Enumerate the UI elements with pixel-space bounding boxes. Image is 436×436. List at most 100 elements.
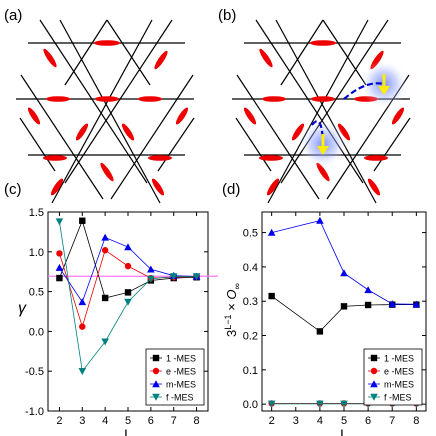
data-point bbox=[370, 380, 378, 388]
dimer bbox=[310, 40, 336, 46]
panel-label-d: (d) bbox=[222, 181, 240, 198]
chart-gamma-vs-L: 2 3 4 5 6 7 8 -1.0 -0.5 0.0 0.5 1.0 1.5 L 1 -MES e -MES… bbox=[18, 207, 218, 436]
data-point bbox=[101, 338, 109, 346]
data-point bbox=[388, 300, 397, 308]
dimer bbox=[95, 96, 119, 102]
x-tick-label: 3 bbox=[79, 415, 85, 427]
data-point bbox=[101, 294, 109, 302]
lattice-bond bbox=[157, 117, 195, 172]
string-path bbox=[311, 120, 325, 145]
data-point bbox=[370, 393, 378, 401]
legend-label: e -MES bbox=[166, 367, 196, 377]
dimer bbox=[175, 107, 189, 125]
y-tick-label: 0.4 bbox=[243, 262, 258, 274]
dimer bbox=[367, 178, 381, 196]
dimer bbox=[337, 123, 351, 141]
data-point bbox=[340, 269, 348, 277]
panel-label-a: (a) bbox=[4, 7, 22, 24]
y-tick-label: 0.5 bbox=[29, 287, 44, 299]
lattice-bond bbox=[255, 19, 364, 184]
data-point bbox=[147, 275, 155, 283]
y-tick-label: 1.5 bbox=[29, 207, 44, 219]
legend-label: 1 -MES bbox=[166, 354, 196, 364]
data-point bbox=[78, 368, 87, 375]
data-point bbox=[316, 328, 324, 335]
arrow-icon bbox=[378, 86, 390, 95]
data-point bbox=[79, 323, 86, 330]
data-point bbox=[364, 286, 372, 294]
data-point bbox=[340, 303, 348, 310]
lattice-bond bbox=[51, 19, 153, 204]
x-tick-label: 7 bbox=[171, 415, 177, 427]
legend-label: e -MES bbox=[384, 367, 414, 377]
arrow-icon bbox=[317, 146, 329, 155]
data-point bbox=[55, 218, 64, 226]
dimer bbox=[75, 123, 89, 141]
data-point bbox=[124, 289, 132, 296]
lattice-bond bbox=[322, 19, 367, 86]
dimer bbox=[243, 107, 257, 125]
lattice-bond bbox=[59, 19, 161, 204]
data-point bbox=[316, 216, 324, 224]
y-tick-label: 0.1 bbox=[243, 365, 258, 377]
dimer bbox=[259, 48, 273, 68]
data-point bbox=[101, 233, 109, 241]
data-point bbox=[152, 354, 160, 362]
lattice-bond bbox=[267, 19, 369, 204]
data-point bbox=[124, 262, 132, 270]
data-point bbox=[268, 292, 275, 300]
dimer bbox=[311, 96, 335, 102]
dimer bbox=[43, 155, 67, 161]
series-line bbox=[271, 295, 417, 332]
legend-label: f -MES bbox=[384, 393, 412, 403]
data-point bbox=[152, 367, 160, 375]
y-tick-label: -1.0 bbox=[25, 406, 44, 418]
lattice-bond bbox=[110, 74, 194, 200]
dimer bbox=[259, 155, 283, 161]
legend-label: 1 -MES bbox=[384, 354, 414, 364]
y-tick-label: 0.5 bbox=[243, 228, 258, 240]
data-point bbox=[101, 247, 109, 254]
data-point bbox=[152, 393, 160, 401]
legend-label: f -MES bbox=[166, 393, 194, 403]
dimer bbox=[391, 107, 405, 125]
dimer bbox=[266, 178, 280, 196]
data-point bbox=[78, 298, 87, 306]
data-point bbox=[124, 298, 132, 306]
lattice-bond bbox=[64, 19, 108, 86]
data-point bbox=[152, 380, 160, 388]
lattice-bond bbox=[235, 117, 272, 172]
y-tick-label: 0.3 bbox=[243, 296, 258, 308]
dimer bbox=[291, 123, 305, 141]
lattice-bond bbox=[19, 117, 56, 172]
y-tick-label: 0.0 bbox=[243, 399, 258, 411]
dimer bbox=[364, 155, 388, 161]
lattice-bond bbox=[39, 19, 148, 184]
lattice-bond bbox=[236, 74, 320, 200]
lattice-bond bbox=[280, 19, 324, 86]
chart-O-vs-L: 2 3 4 5 6 7 8 0.0 0.1 0.2 0.3 0.4 0.5 L 1 -MES e -MES m-… bbox=[223, 211, 427, 436]
dimer bbox=[27, 107, 41, 125]
y-tick-label: 1.0 bbox=[29, 247, 44, 259]
data-point bbox=[169, 273, 178, 281]
string-path bbox=[343, 82, 385, 100]
series-line bbox=[59, 249, 197, 328]
panel-label-b: (b) bbox=[218, 7, 236, 24]
dimer bbox=[100, 162, 114, 182]
kagome-lattice-a bbox=[16, 19, 195, 204]
x-axis-label: L bbox=[124, 426, 132, 436]
data-point bbox=[79, 217, 86, 224]
series-line bbox=[271, 220, 417, 305]
lattice-bond bbox=[64, 19, 173, 184]
data-point bbox=[56, 274, 63, 282]
dimer bbox=[154, 50, 168, 70]
x-tick-label: 5 bbox=[125, 415, 131, 427]
dimer bbox=[151, 178, 165, 196]
data-point bbox=[192, 273, 201, 281]
x-tick-label: 3 bbox=[293, 415, 299, 427]
data-point bbox=[147, 265, 155, 273]
y-tick-label: 0.2 bbox=[243, 331, 258, 343]
data-point bbox=[370, 354, 378, 362]
x-tick-label: 6 bbox=[148, 415, 154, 427]
